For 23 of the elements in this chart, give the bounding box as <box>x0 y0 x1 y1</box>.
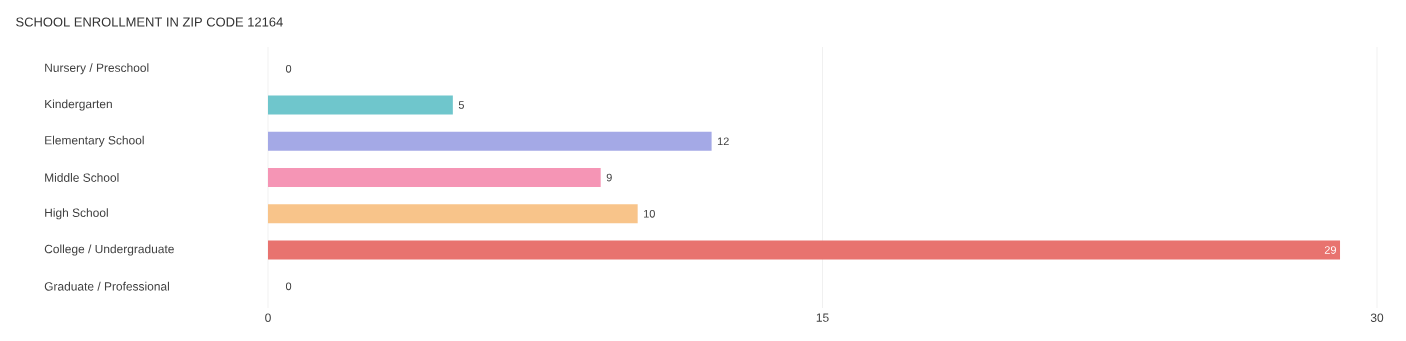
data-label: 0 <box>285 282 292 291</box>
bar <box>268 168 601 188</box>
x-tick-label: 30 <box>1370 313 1384 322</box>
text: SCHOOL ENROLLMENT IN ZIP CODE 12164 <box>16 17 283 27</box>
x-tick-label: 0 <box>265 313 271 322</box>
y-tick-label: College / Undergraduate <box>44 244 174 256</box>
y-tick-label: Middle School <box>45 173 119 182</box>
bar <box>268 95 453 115</box>
y-tick-label: Graduate / Professional <box>44 281 169 291</box>
y-tick-label: Kindergarten <box>45 99 112 111</box>
y-tick-label: Elementary School <box>45 135 144 147</box>
data-label: 9 <box>606 173 612 182</box>
bar <box>268 240 1341 260</box>
x-tick-label: 15 <box>816 313 829 322</box>
data-label: 29 <box>1324 246 1336 254</box>
bar <box>268 204 638 224</box>
data-label: 5 <box>458 101 464 109</box>
y-tick-label: High School <box>45 208 108 220</box>
data-label: 10 <box>644 209 655 218</box>
y-tick-label: Nursery / Preschool <box>45 63 149 75</box>
bar <box>268 131 712 151</box>
data-label: 12 <box>717 137 729 146</box>
data-label: 0 <box>285 64 292 73</box>
